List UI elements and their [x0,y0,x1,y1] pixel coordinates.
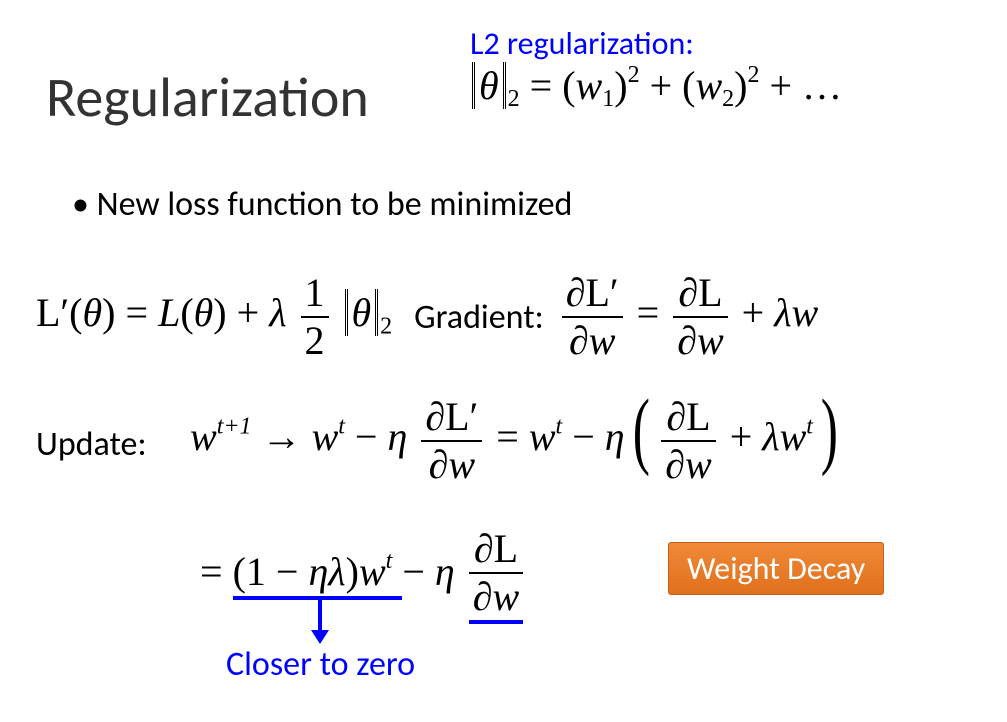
l2-eq-open: = ( [530,63,576,108]
slide: Regularization L2 regularization: θ2 = (… [0,0,1007,722]
l2-close1: ) [614,63,627,108]
u1-minus2: − [572,414,605,459]
arrow-down-icon [318,596,322,632]
grad-plus: + [742,290,775,335]
u1-t3: t [806,413,813,439]
u1-lambda: λ [762,414,779,459]
u1-num1: ∂L′ [421,396,482,442]
grad-num1: ∂L′ [562,272,623,318]
u1-wt2: w [529,414,556,459]
u1-minus: − [355,414,388,459]
u1-eq: = [496,414,529,459]
loss-and-gradient-row: L′(θ) = L(θ) + λ 1 2 θ2 Gradient: ∂L′ ∂w… [36,272,818,362]
weight-decay-badge: Weight Decay [668,542,884,595]
grad-w: w [792,290,819,335]
u1-den1: ∂w [421,442,482,486]
u1-num2: ∂L [661,396,715,442]
u2-open: (1 − [233,549,309,594]
u2-eq: = [200,549,233,594]
u2-minus: − [402,549,435,594]
loss-norm-sub: 2 [380,313,392,339]
l2-sq1: 2 [628,62,640,88]
grad-frac1: ∂L′ ∂w [562,272,623,362]
bullet-new-loss: New loss function to be minimized [72,184,572,225]
loss-open2: ( [180,290,193,335]
l2-w1-sub: 1 [602,86,614,112]
grad-lambda: λ [774,290,791,335]
u1-tp1: t+1 [217,413,252,439]
half-den: 2 [301,318,329,362]
gradient-equation: ∂L′ ∂w = ∂L ∂w + λw [558,272,819,362]
l2-w2-sub: 2 [722,86,734,112]
l2-sq2: 2 [747,62,759,88]
loss-Lprime: L′( [36,290,83,335]
grad-den1: ∂w [562,318,623,362]
l2-dots: + … [769,63,842,108]
l2-close2: ) [734,63,747,108]
u2-eta: η [308,549,328,594]
u2-num: ∂L [469,528,523,574]
grad-num2: ∂L [673,272,727,318]
l2-w1: w [576,63,603,108]
update-label: Update: [36,424,147,465]
l2-norm-sub: 2 [508,86,520,112]
l2-formula: θ2 = (w1)2 + (w2)2 + … [470,62,842,113]
l2-plus: + ( [650,63,696,108]
u2-underlined-factor: (1 − ηλ)wt [233,549,403,600]
loss-lambda: λ [269,290,286,335]
u1-plus: + [730,414,763,459]
u2-w: w [359,549,386,594]
u2-frac: ∂L ∂w [469,528,523,624]
loss-L: L [158,290,180,335]
grad-den2: ∂w [673,318,727,362]
update-equation-line1: wt+1 → wt − η ∂L′ ∂w = wt − η ( ∂L ∂w + … [190,396,836,486]
u1-frac2: ∂L ∂w [661,396,715,486]
l2-w2: w [695,63,722,108]
loss-close2: ) + [213,290,269,335]
half-fraction: 1 2 [301,272,329,362]
u2-eta2: η [435,549,455,594]
u1-den2: ∂w [661,442,715,486]
u1-arrow: → [262,414,312,459]
u2-den: ∂w [469,574,523,618]
half-num: 1 [301,272,329,318]
u1-t: t [338,413,345,439]
u2-close: ) [346,549,359,594]
u2-lambda: λ [328,549,345,594]
l2-regularization-label: L2 regularization: [470,24,694,63]
u2-t: t [386,548,393,574]
u1-frac1: ∂L′ ∂w [421,396,482,486]
loss-theta1: θ [83,290,103,335]
update-equation-line2: = (1 − ηλ)wt − η ∂L ∂w [200,528,527,624]
u1-eta: η [387,414,407,459]
u1-wt3: w [780,414,807,459]
grad-frac2: ∂L ∂w [673,272,727,362]
gradient-label: Gradient: [414,297,544,338]
u1-w: w [190,414,217,459]
closer-to-zero-label: Closer to zero [226,644,415,685]
slide-title: Regularization [46,64,369,132]
grad-eq: = [637,290,670,335]
loss-equation: L′(θ) = L(θ) + λ 1 2 θ2 [36,272,392,362]
loss-mid: ) = [102,290,158,335]
l2-theta: θ [479,63,499,108]
loss-theta2: θ [194,290,214,335]
u1-eta2: η [605,414,625,459]
loss-norm-theta: θ [352,290,372,335]
u1-wt: w [312,414,339,459]
u1-t2: t [556,413,563,439]
